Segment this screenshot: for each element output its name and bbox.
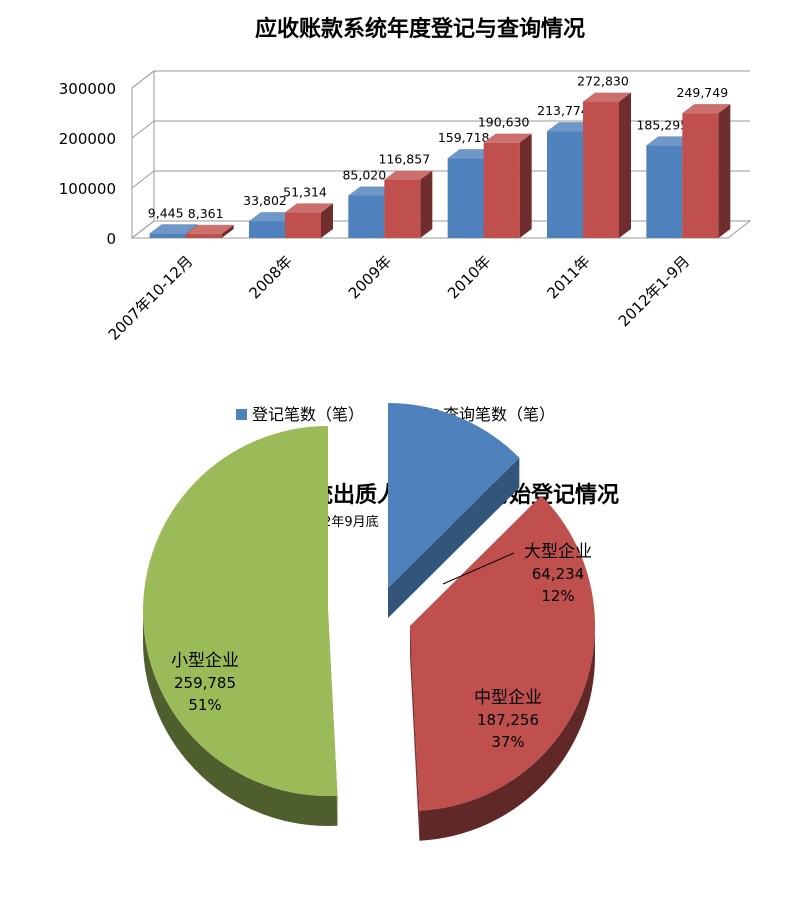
bar — [583, 101, 619, 239]
slice-value: 64,234 — [532, 565, 585, 583]
slice-name: 小型企业 — [171, 651, 239, 671]
slice-value: 259,785 — [174, 674, 236, 692]
gridline — [131, 120, 750, 139]
slice-edge — [388, 457, 520, 618]
bar-chart-title: 应收账款系统年度登记与查询情况 — [255, 16, 585, 42]
data-label: 249,749 — [676, 85, 728, 100]
pie-slices — [143, 403, 596, 841]
bar-side — [619, 92, 631, 239]
data-label: 51,314 — [283, 184, 327, 199]
bar-top — [185, 224, 234, 234]
bar — [547, 131, 583, 238]
bar-side — [519, 133, 532, 238]
pie-slice — [143, 426, 338, 796]
bar — [447, 158, 484, 238]
slice-percent: 51% — [188, 696, 221, 714]
legend-label: 登记笔数（笔） — [252, 405, 364, 424]
data-label: 33,802 — [243, 193, 287, 208]
bar — [646, 145, 683, 238]
bar — [285, 212, 321, 238]
data-label: 185,295 — [636, 117, 688, 132]
data-label: 190,630 — [478, 115, 530, 130]
bar — [384, 179, 421, 238]
bar-chart: 应收账款系统年度登记与查询情况 0 100000 200000 300000 9,44… — [59, 16, 752, 424]
slice-side — [143, 611, 338, 826]
gridline — [131, 70, 750, 89]
bar-top — [682, 104, 731, 114]
bar-top — [483, 133, 532, 143]
bar — [348, 195, 385, 238]
y-axis: 0 100000 200000 300000 — [59, 80, 116, 248]
pie-labels: 大型企业 64,234 12% 中型企业 187,256 37% 小型企业 259,785 51… — [171, 542, 592, 751]
slice-name: 大型企业 — [524, 542, 592, 562]
bar-top — [583, 92, 631, 102]
slice-name: 中型企业 — [474, 688, 542, 708]
legend-swatch — [236, 409, 247, 420]
slice-edge — [410, 626, 420, 841]
slice-value: 187,256 — [477, 711, 539, 729]
bar-top — [149, 224, 198, 234]
pie-chart: 应收账款系统出质人为企业的初始登记情况 截至2012年9月底 单位：笔 大型企业… — [143, 403, 619, 841]
x-tick-label: 2010年 — [444, 252, 494, 302]
bar-side — [321, 203, 333, 238]
data-label: 85,020 — [342, 167, 386, 182]
bar — [149, 233, 186, 238]
x-tick-label: 2011年 — [543, 252, 593, 302]
x-tick-label: 2007年10-12月 — [105, 252, 197, 344]
bar — [185, 233, 222, 238]
data-label: 9,445 — [148, 205, 184, 220]
bar — [249, 221, 285, 238]
data-label: 116,857 — [378, 152, 430, 167]
x-tick-label: 2012年1-9月 — [615, 252, 693, 330]
pie-slice — [410, 495, 596, 811]
y-tick-label: 0 — [106, 230, 116, 248]
bar-side — [420, 170, 433, 238]
y-tick-label: 300000 — [59, 80, 116, 98]
bar-side — [718, 104, 731, 238]
data-label: 8,361 — [188, 206, 224, 221]
x-tick-label: 2008年 — [245, 252, 295, 302]
slice-percent: 37% — [491, 733, 524, 751]
data-label: 213,774 — [537, 103, 589, 118]
slice-side — [419, 626, 595, 841]
leader-line — [442, 552, 515, 585]
bar — [682, 113, 719, 238]
bar-top — [285, 203, 333, 213]
x-tick-label: 2009年 — [345, 252, 395, 302]
y-tick-label: 200000 — [59, 130, 116, 148]
bar — [483, 142, 520, 238]
x-axis: 2007年10-12月 2008年 2009年 2010年 2011年 2012年1-9月 — [105, 252, 693, 344]
slice-percent: 12% — [541, 587, 574, 605]
data-label: 159,718 — [438, 130, 490, 145]
bar-side — [221, 224, 234, 238]
pie-slice — [388, 403, 520, 588]
legend-label: 查询笔数（笔） — [443, 405, 555, 424]
bar-top — [384, 170, 433, 180]
data-label: 272,830 — [577, 74, 629, 89]
y-tick-label: 100000 — [59, 180, 116, 198]
